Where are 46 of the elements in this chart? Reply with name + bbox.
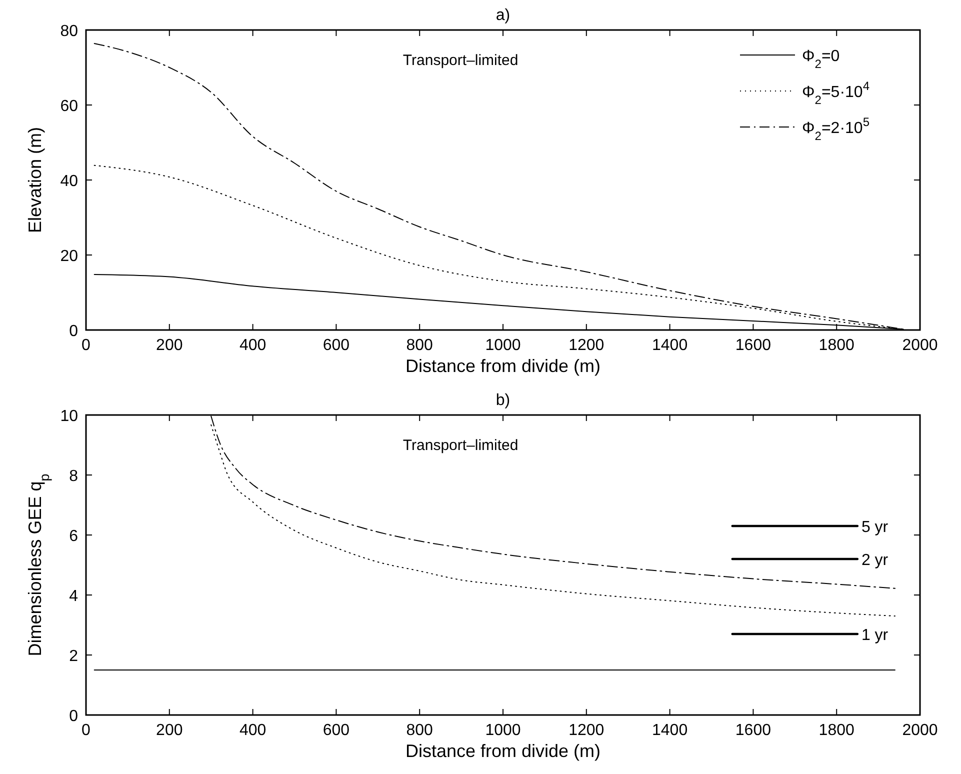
y-tick-label: 2 <box>69 648 78 665</box>
x-tick-label: 1800 <box>818 722 854 739</box>
x-tick-label: 800 <box>406 722 434 739</box>
y-tick-label: 0 <box>69 323 78 340</box>
x-tick-label: 600 <box>322 722 350 739</box>
x-axis-title: Distance from divide (m) <box>405 741 601 761</box>
legend-label: 5 yr <box>861 519 889 536</box>
x-tick-label: 0 <box>82 337 91 354</box>
x-tick-label: 600 <box>322 337 350 354</box>
x-tick-label: 1200 <box>568 722 604 739</box>
chart-title: b) <box>496 392 510 409</box>
legend-label: Φ$_{2}$=2·10$^{5}$ <box>802 115 870 143</box>
y-tick-label: 10 <box>60 408 78 425</box>
x-tick-label: 2000 <box>902 337 938 354</box>
y-tick-label: 6 <box>69 528 78 545</box>
series-label: 1 yr <box>861 627 889 644</box>
y-axis-title: Elevation (m) <box>25 126 45 234</box>
x-axis-title: Distance from divide (m) <box>405 356 601 376</box>
y-tick-label: 40 <box>60 173 78 190</box>
x-tick-label: 1000 <box>485 722 521 739</box>
legend-label: Φ$_{2}$=5·10$^{4}$ <box>802 79 870 107</box>
annotation: Transport–limited <box>402 52 518 69</box>
x-tick-label: 200 <box>156 337 183 354</box>
y-tick-label: 80 <box>60 23 78 40</box>
x-tick-label: 1200 <box>568 337 604 354</box>
legend-label: Φ$_{2}$=0 <box>802 48 840 71</box>
series-label: 2 yr <box>861 552 889 569</box>
y-tick-label: 20 <box>60 248 78 265</box>
x-tick-label: 1600 <box>735 722 772 739</box>
x-tick-label: 0 <box>82 722 91 739</box>
x-tick-label: 1000 <box>485 337 521 354</box>
x-tick-label: 1800 <box>818 337 854 354</box>
x-tick-label: 800 <box>406 337 434 354</box>
x-tick-label: 400 <box>239 337 266 354</box>
y-tick-label: 60 <box>60 98 78 115</box>
x-tick-label: 1400 <box>652 722 688 739</box>
y-tick-label: 4 <box>69 588 78 605</box>
x-tick-label: 400 <box>239 722 266 739</box>
x-tick-label: 1600 <box>735 337 772 354</box>
chart-title: a) <box>496 7 510 24</box>
annotation: Transport–limited <box>402 437 518 454</box>
y-tick-label: 0 <box>69 708 78 725</box>
y-tick-label: 8 <box>69 468 78 485</box>
x-tick-label: 2000 <box>902 722 938 739</box>
x-tick-label: 200 <box>156 722 183 739</box>
x-tick-label: 1400 <box>652 337 688 354</box>
